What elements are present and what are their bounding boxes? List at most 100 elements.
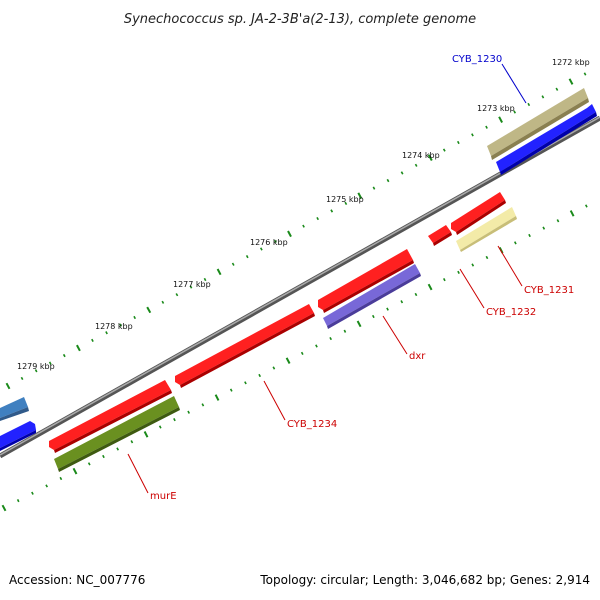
minor-tick — [371, 314, 375, 319]
minor-tick — [45, 484, 49, 488]
minor-tick — [244, 381, 247, 385]
outer-tick-ring — [5, 72, 587, 390]
minor-tick — [189, 285, 193, 289]
minor-tick — [542, 226, 546, 230]
minor-tick — [161, 300, 165, 304]
minor-tick — [442, 278, 446, 282]
feature-mure[interactable] — [49, 380, 172, 453]
gene-label-cyb1231[interactable]: CYB_1231 — [524, 285, 574, 296]
major-tick — [427, 154, 433, 161]
minor-tick — [456, 140, 460, 145]
minor-tick — [372, 186, 376, 190]
minor-tick — [386, 178, 390, 183]
minor-tick — [229, 388, 233, 392]
leader-mure — [127, 453, 149, 494]
minor-tick — [105, 331, 108, 335]
minor-tick — [133, 315, 137, 320]
major-tick — [287, 230, 292, 238]
minor-tick — [59, 476, 63, 481]
minor-tick — [541, 95, 545, 99]
minor-tick — [386, 307, 389, 311]
minor-tick — [48, 361, 52, 365]
feature-cyb1230-arrow[interactable] — [496, 104, 597, 175]
gene-label-cyb1234[interactable]: CYB_1234 — [287, 419, 337, 430]
minor-tick — [130, 440, 134, 444]
minor-tick — [316, 217, 320, 221]
minor-tick — [528, 233, 531, 238]
minor-tick — [16, 499, 20, 503]
minor-tick — [102, 454, 105, 459]
major-tick — [1, 504, 7, 512]
feature-green[interactable] — [54, 396, 180, 472]
minor-tick — [584, 204, 588, 208]
minor-tick — [201, 403, 205, 407]
gene-label-cyb1232[interactable]: CYB_1232 — [486, 307, 536, 318]
minor-tick — [400, 171, 404, 175]
minor-tick — [158, 425, 162, 429]
minor-tick — [34, 369, 38, 373]
feature-blue-left-top[interactable] — [0, 397, 29, 421]
map-title: Synechococcus sp. JA-2-3B'a(2-13), compl… — [124, 12, 476, 27]
minor-tick — [302, 224, 305, 228]
major-tick — [5, 382, 11, 390]
major-tick — [214, 394, 220, 401]
minor-tick — [583, 72, 587, 76]
minor-tick — [485, 255, 489, 260]
minor-tick — [556, 219, 560, 223]
feature-blue-left-arrow[interactable] — [0, 421, 36, 451]
feature-olive-cyb1230[interactable] — [487, 88, 589, 160]
minor-tick — [330, 209, 334, 213]
forward-features — [0, 88, 597, 451]
gene-labels: CYB_1230 CYB_1231 CYB_1232 dxr CYB_1234 … — [150, 54, 574, 502]
leader-cyb1231 — [497, 245, 523, 287]
minor-tick — [442, 148, 446, 152]
accession-text: Accession: NC_007776 — [9, 573, 146, 587]
minor-tick — [414, 292, 418, 297]
minor-tick — [258, 373, 262, 378]
feature-purple[interactable] — [323, 264, 421, 329]
kbp-tick-labels: 1272 kbp 1273 kbp 1274 kbp 1275 kbp 1276… — [17, 58, 590, 371]
tick-label-1274: 1274 kbp — [402, 151, 440, 160]
tick-label-1278: 1278 kbp — [95, 322, 133, 331]
minor-tick — [87, 462, 91, 466]
leader-dxr — [382, 315, 408, 355]
feature-cyb1232[interactable] — [428, 225, 452, 246]
major-tick — [356, 320, 362, 328]
minor-tick — [457, 270, 460, 274]
major-tick — [357, 192, 363, 200]
major-tick — [146, 306, 152, 314]
feature-cyb1234[interactable] — [175, 304, 315, 388]
feature-cyb1231[interactable] — [451, 192, 506, 235]
tick-label-1277: 1277 kbp — [173, 280, 211, 289]
gene-label-cyb1230[interactable]: CYB_1230 — [452, 54, 502, 65]
gene-label-dxr[interactable]: dxr — [409, 351, 426, 362]
feature-dxr[interactable] — [318, 249, 414, 313]
major-tick — [427, 283, 433, 291]
minor-tick — [527, 102, 531, 107]
feature-pale-yellow[interactable] — [456, 207, 517, 252]
minor-tick — [173, 418, 176, 422]
minor-tick — [513, 241, 517, 245]
minor-tick — [20, 376, 24, 380]
tick-label-1276: 1276 kbp — [250, 238, 288, 247]
minor-tick — [203, 277, 207, 282]
minor-tick — [485, 125, 488, 129]
minor-tick — [343, 329, 347, 333]
reverse-features — [49, 192, 517, 472]
minor-tick — [62, 353, 66, 358]
minor-tick — [272, 366, 276, 370]
minor-tick — [274, 239, 277, 244]
minor-tick — [187, 410, 191, 414]
minor-tick — [400, 300, 404, 304]
minor-tick — [471, 133, 474, 137]
leader-cyb1230 — [501, 63, 527, 104]
gene-label-mure[interactable]: murE — [150, 491, 177, 502]
minor-tick — [513, 110, 517, 114]
major-tick — [568, 78, 574, 85]
major-tick — [76, 344, 81, 352]
minor-tick — [329, 337, 333, 341]
minor-tick — [300, 351, 304, 355]
minor-tick — [344, 201, 348, 205]
genome-stats-text: Topology: circular; Length: 3,046,682 bp… — [260, 573, 590, 587]
